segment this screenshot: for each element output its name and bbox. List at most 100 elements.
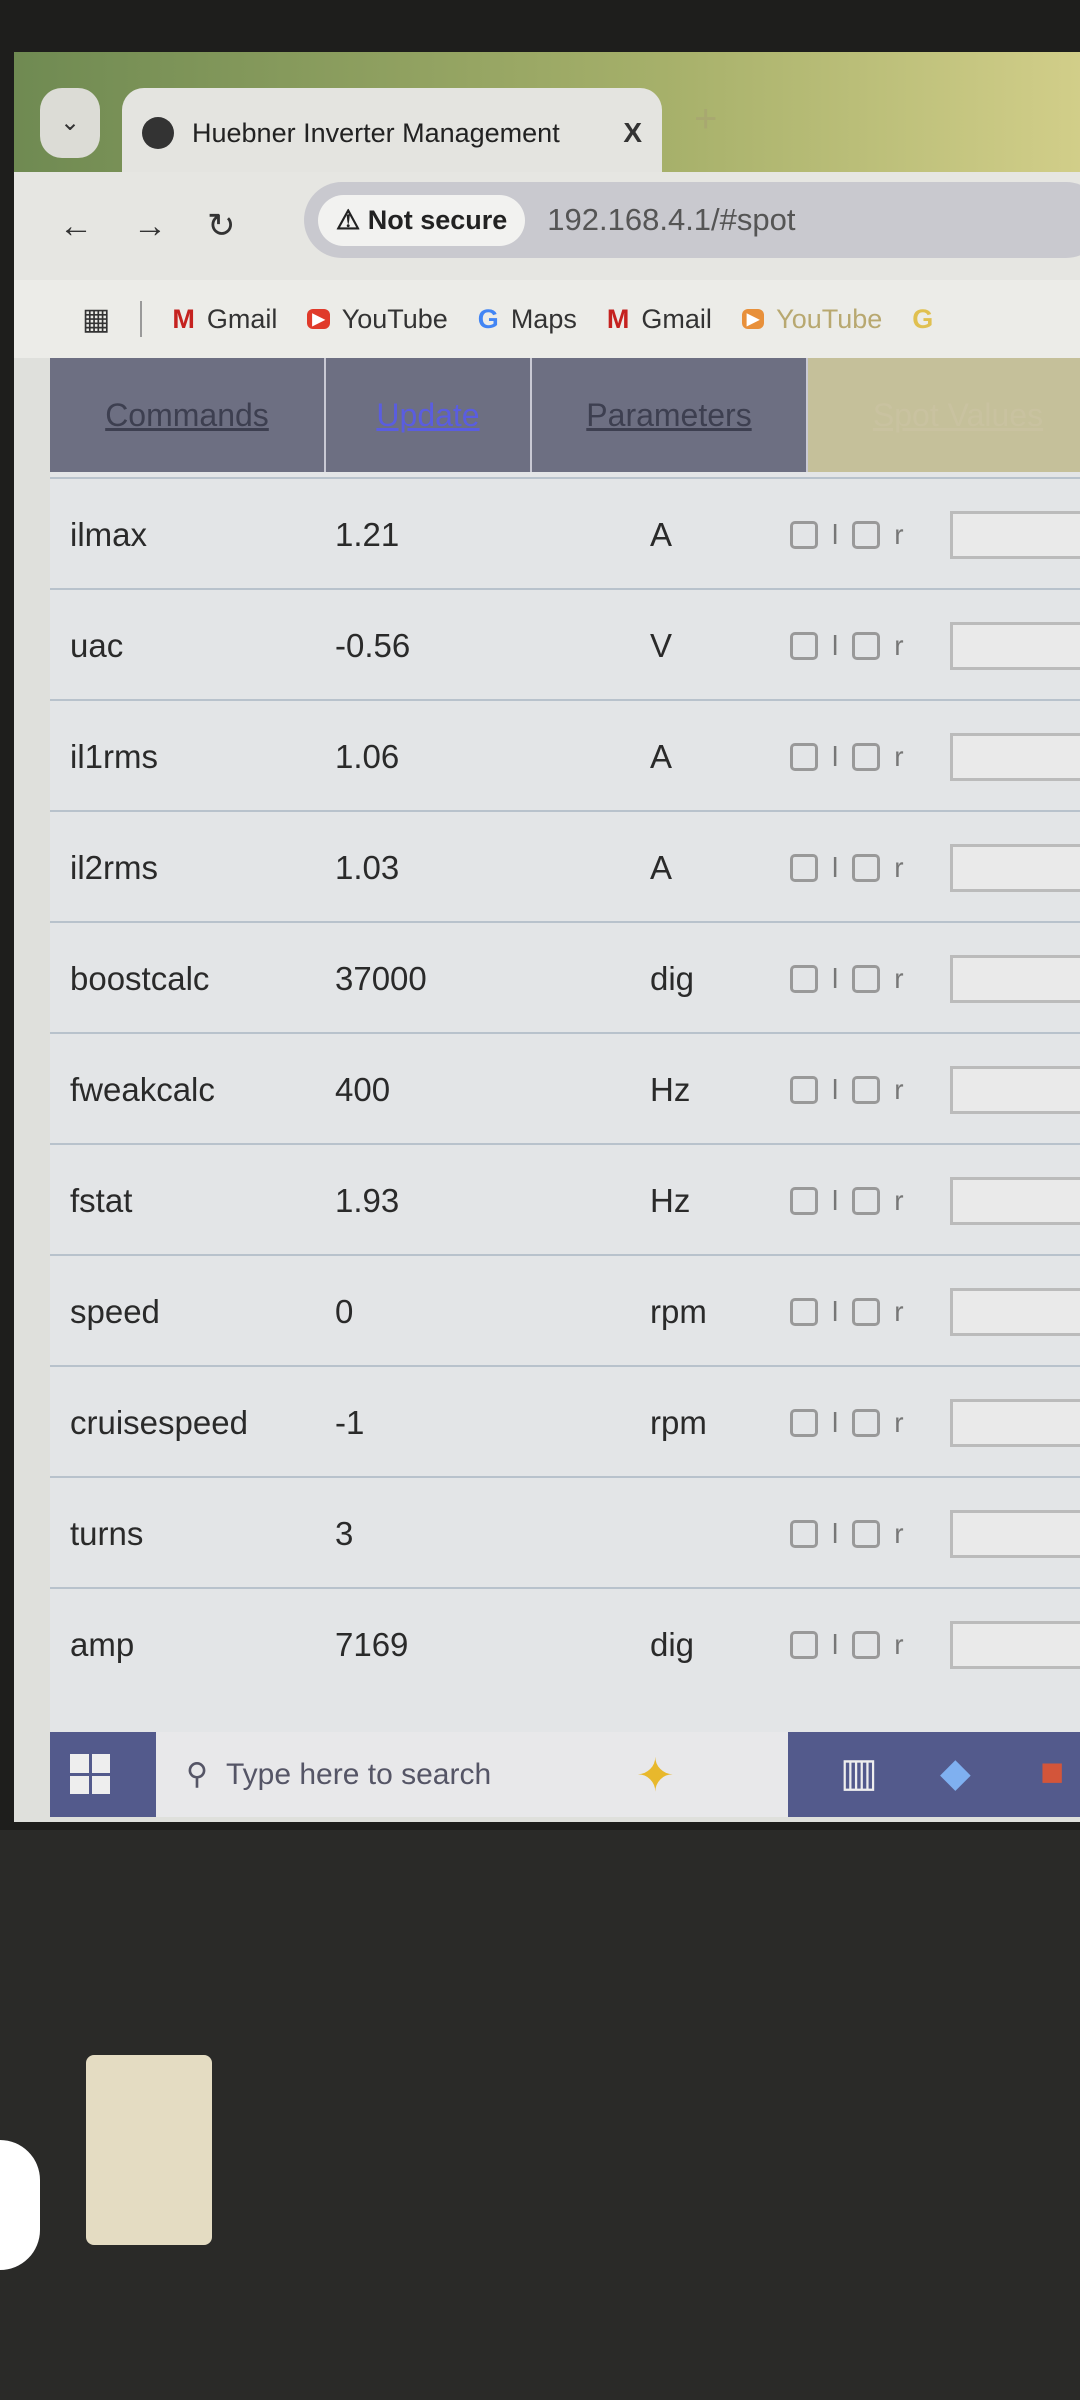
- value-input[interactable]: [950, 510, 1080, 559]
- address-bar[interactable]: ⚠ Not secure 192.168.4.1/#spot: [304, 182, 1080, 258]
- not-secure-badge[interactable]: ⚠ Not secure: [318, 194, 526, 246]
- new-tab-button[interactable]: +: [694, 97, 718, 141]
- plot-right-checkbox[interactable]: [852, 964, 881, 993]
- param-name: fstat: [70, 1181, 133, 1219]
- bookmark-gmail-2[interactable]: M Gmail: [606, 303, 712, 334]
- tab-strip: ⌄ Huebner Inverter Management X +: [14, 52, 1080, 178]
- left-label: l: [832, 740, 839, 772]
- bookmark-youtube-2[interactable]: ▶ YouTube: [741, 304, 882, 335]
- apps-grid-icon[interactable]: ▦: [82, 302, 111, 336]
- plot-left-checkbox[interactable]: [790, 1519, 818, 1548]
- param-value: 37000: [335, 959, 427, 997]
- left-label: l: [832, 851, 839, 883]
- plot-right-checkbox[interactable]: [852, 1075, 881, 1104]
- param-name: speed: [70, 1292, 160, 1330]
- param-unit: Hz: [650, 1181, 691, 1219]
- copilot-icon[interactable]: ◆: [940, 1751, 971, 1795]
- plot-right-checkbox[interactable]: [852, 1186, 881, 1215]
- table-row: il1rms 1.06 A l r: [50, 699, 1080, 812]
- left-label: l: [832, 1073, 839, 1105]
- spot-values-table: ilmax 1.21 A l r uac -0.56 V l r il1rms 1.…: [50, 472, 1080, 1782]
- value-input[interactable]: [950, 1398, 1080, 1447]
- right-label: r: [894, 518, 904, 550]
- google-icon[interactable]: G: [912, 303, 934, 334]
- value-input[interactable]: [950, 954, 1080, 1003]
- plot-left-checkbox[interactable]: [790, 1630, 818, 1659]
- param-unit: rpm: [650, 1403, 707, 1441]
- plot-left-checkbox[interactable]: [790, 520, 818, 549]
- bookmark-maps[interactable]: G Maps: [477, 303, 577, 334]
- value-input[interactable]: [950, 732, 1080, 781]
- table-row: uac -0.56 V l r: [50, 588, 1080, 701]
- plot-right-checkbox[interactable]: [852, 520, 881, 549]
- plot-right-checkbox[interactable]: [852, 1630, 881, 1659]
- right-label: r: [894, 851, 904, 883]
- nav-update[interactable]: Update: [326, 358, 532, 472]
- plot-left-checkbox[interactable]: [790, 853, 818, 882]
- left-label: l: [832, 962, 839, 994]
- browser-tab[interactable]: Huebner Inverter Management X: [122, 88, 662, 178]
- value-input[interactable]: [950, 621, 1080, 670]
- value-input[interactable]: [950, 1509, 1080, 1558]
- search-placeholder: Type here to search: [225, 1757, 492, 1791]
- table-row: il2rms 1.03 A l r: [50, 810, 1080, 923]
- plot-left-checkbox[interactable]: [790, 1408, 818, 1437]
- plot-left-checkbox[interactable]: [790, 631, 818, 660]
- table-row: speed 0 rpm l r: [50, 1254, 1080, 1367]
- plot-right-checkbox[interactable]: [852, 1408, 881, 1437]
- table-row: fweakcalc 400 Hz l r: [50, 1032, 1080, 1145]
- left-label: l: [832, 629, 839, 661]
- plot-left-checkbox[interactable]: [790, 964, 818, 993]
- value-input[interactable]: [950, 1287, 1080, 1336]
- value-input[interactable]: [950, 1176, 1080, 1225]
- plot-right-checkbox[interactable]: [852, 1519, 881, 1548]
- reload-icon[interactable]: ↻: [207, 207, 236, 245]
- right-label: r: [894, 1517, 904, 1549]
- param-value: 3: [335, 1514, 354, 1552]
- param-unit: rpm: [650, 1292, 707, 1330]
- nav-parameters[interactable]: Parameters: [532, 358, 808, 472]
- gmail-icon: M: [606, 303, 630, 334]
- side-handle[interactable]: [0, 2140, 40, 2270]
- value-input[interactable]: [950, 1620, 1080, 1669]
- bookmarks-bar: ▦ M Gmail ▶ YouTube G Maps M Gmail ▶ YouTube …: [14, 280, 1080, 358]
- param-name: ilmax: [70, 515, 148, 553]
- close-tab-icon[interactable]: X: [623, 117, 642, 148]
- tab-search-chevron-icon[interactable]: ⌄: [40, 88, 100, 158]
- plot-left-checkbox[interactable]: [790, 1075, 818, 1104]
- bookmark-gmail[interactable]: M Gmail: [172, 303, 278, 334]
- right-label: r: [894, 1295, 904, 1327]
- left-label: l: [832, 1184, 839, 1216]
- param-unit: A: [650, 515, 673, 553]
- left-label: l: [832, 1628, 839, 1660]
- windows-taskbar: ⚲ Type here to search ✦ ▥ ◆ ■: [50, 1732, 1080, 1817]
- taskbar-search[interactable]: ⚲ Type here to search ✦: [156, 1732, 788, 1817]
- param-value: 1.21: [335, 515, 400, 553]
- value-input[interactable]: [950, 1065, 1080, 1114]
- url-text[interactable]: 192.168.4.1/#spot: [547, 202, 796, 237]
- left-label: l: [832, 1295, 839, 1327]
- youtube-icon: ▶: [307, 309, 330, 329]
- bookmark-youtube[interactable]: ▶ YouTube: [307, 304, 448, 335]
- task-view-icon[interactable]: ▥: [840, 1751, 878, 1795]
- nav-commands[interactable]: Commands: [50, 358, 326, 472]
- plot-right-checkbox[interactable]: [852, 742, 881, 771]
- plot-right-checkbox[interactable]: [852, 1297, 881, 1326]
- search-icon: ⚲: [186, 1758, 208, 1791]
- powerpoint-icon[interactable]: ■: [1040, 1750, 1065, 1794]
- laptop-latch: [86, 2055, 212, 2245]
- value-input[interactable]: [950, 843, 1080, 892]
- param-value: 7169: [335, 1625, 409, 1663]
- param-name: uac: [70, 626, 124, 664]
- gmail-icon: M: [172, 303, 195, 334]
- param-value: 400: [335, 1070, 391, 1108]
- back-icon[interactable]: ←: [59, 206, 93, 245]
- nav-spot-values[interactable]: Spot Values: [808, 358, 1080, 472]
- plot-left-checkbox[interactable]: [790, 1297, 818, 1326]
- plot-left-checkbox[interactable]: [790, 1186, 818, 1215]
- plot-left-checkbox[interactable]: [790, 742, 818, 771]
- windows-start-icon[interactable]: [70, 1754, 110, 1794]
- plot-right-checkbox[interactable]: [852, 853, 881, 882]
- plot-right-checkbox[interactable]: [852, 631, 881, 660]
- forward-icon[interactable]: →: [133, 206, 167, 245]
